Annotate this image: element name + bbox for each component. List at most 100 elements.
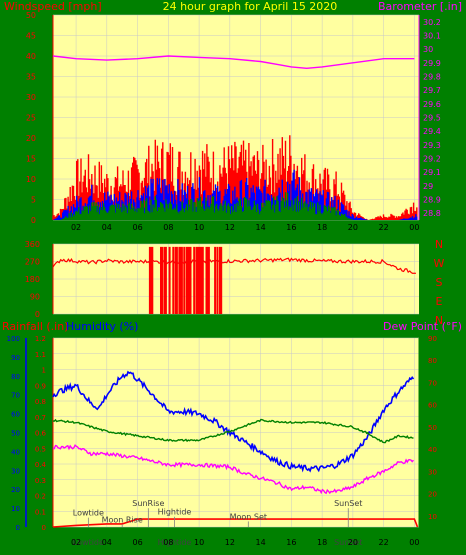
rainfall-tick-label: 1.2 <box>35 335 46 343</box>
wind-direction-variable-band <box>148 246 223 314</box>
direction-tick-label: 360 <box>25 240 40 249</box>
x-tick-label: 04 <box>102 538 112 547</box>
temperature-tick-label: 70 <box>428 379 437 387</box>
humidity-tick-label: 10 <box>11 505 20 513</box>
dewpoint-axis-label: Dew Point (°F) <box>383 320 462 333</box>
barometer-tick-label: 30.2 <box>423 18 441 27</box>
temperature-tick-label: 80 <box>428 357 437 365</box>
humidity-temperature-chart: Rainfall (.in) Humidity (%) Temperature … <box>2 320 462 547</box>
rainfall-axis-label: Rainfall (.in) <box>2 320 69 333</box>
humidity-tick-label: 40 <box>11 448 20 456</box>
humidity-tick-label: 30 <box>11 467 20 475</box>
barometer-tick-label: 29.9 <box>423 59 441 68</box>
barometer-tick-label: 29.1 <box>423 168 441 177</box>
barometer-tick-label: 30.1 <box>423 32 441 41</box>
humidity-tick-label: 0 <box>16 524 20 532</box>
windspeed-tick-label: 15 <box>26 155 36 164</box>
chart-title: 24 hour graph for April 15 2020 <box>163 0 338 13</box>
x-tick-label: 06 <box>132 538 142 547</box>
wind-barometer-chart: 24 hour graph for April 15 2020 Windspee… <box>4 0 462 232</box>
barometer-tick-label: 30 <box>423 45 433 54</box>
rainfall-tick-label: 1 <box>42 367 46 375</box>
temperature-axis-label: Temperature (°F) <box>297 320 392 333</box>
rainfall-tick-label: 0.1 <box>35 508 46 516</box>
event-marker-label: SunSet <box>334 499 362 508</box>
x-tick-label: 02 <box>71 538 81 547</box>
humidity-axis-label: Humidity (%) <box>66 320 138 333</box>
x-tick-label: 06 <box>132 223 142 232</box>
dew-point-series <box>52 444 415 495</box>
x-tick-label: 12 <box>225 538 235 547</box>
barometer-tick-label: 28.9 <box>423 196 441 205</box>
rainfall-tick-label: 0.5 <box>35 445 46 453</box>
barometer-axis-label: Barometer [.in] <box>378 0 462 13</box>
humidity-tick-label: 80 <box>11 373 20 381</box>
rainfall-tick-label: 0.7 <box>35 414 46 422</box>
x-tick-label: 18 <box>317 538 327 547</box>
windspeed-tick-label: 35 <box>26 73 36 82</box>
x-tick-label: 00 <box>409 223 419 232</box>
event-marker-label: Hightide <box>158 508 192 517</box>
temperature-tick-label: 40 <box>428 446 437 454</box>
direction-tick-label: 180 <box>25 275 40 284</box>
barometer-tick-label: 28.8 <box>423 209 441 218</box>
wind-min-series <box>60 192 353 220</box>
barometer-series <box>52 55 415 70</box>
barometer-tick-label: 29.6 <box>423 100 441 109</box>
temperature-tick-label: 90 <box>428 335 437 343</box>
event-marker-label: SunRise <box>132 499 164 508</box>
barometer-tick-label: 29.2 <box>423 155 441 164</box>
temperature-tick-label: 60 <box>428 402 437 410</box>
humidity-tick-label: 50 <box>11 430 20 438</box>
barometer-tick-label: 29.8 <box>423 73 441 82</box>
rainfall-tick-label: 1.1 <box>35 351 46 359</box>
windspeed-tick-label: 45 <box>26 32 36 41</box>
rainfall-tick-label: 0.8 <box>35 398 46 406</box>
temperature-tick-label: 30 <box>428 468 437 476</box>
x-tick-label: 14 <box>256 538 266 547</box>
barometer-tick-label: 29.3 <box>423 141 441 150</box>
windspeed-tick-label: 25 <box>26 114 36 123</box>
windspeed-axis-label: Windspeed [mph] <box>4 0 102 13</box>
wind-direction-series <box>52 257 416 275</box>
x-tick-label: 00 <box>409 538 419 547</box>
windspeed-tick-label: 10 <box>26 175 36 184</box>
x-tick-label: 08 <box>163 538 173 547</box>
direction-tick-label: 0 <box>35 310 40 319</box>
x-tick-label: 02 <box>71 223 81 232</box>
windspeed-tick-label: 30 <box>26 93 36 102</box>
temperature-tick-label: 50 <box>428 424 437 432</box>
windspeed-tick-label: 5 <box>31 196 36 205</box>
direction-tick-label: 90 <box>30 293 40 302</box>
x-tick-label: 20 <box>348 538 358 547</box>
rainfall-tick-label: 0.9 <box>35 382 46 390</box>
event-bottom-label: SunSet <box>334 538 362 547</box>
compass-label: W <box>434 257 445 270</box>
humidity-tick-label: 20 <box>11 486 20 494</box>
event-marker-label: Lowtide <box>73 509 104 518</box>
x-tick-label: 14 <box>256 223 266 232</box>
windspeed-tick-label: 20 <box>26 134 36 143</box>
windspeed-tick-label: 0 <box>31 216 36 225</box>
x-tick-label: 12 <box>225 223 235 232</box>
x-tick-label: 18 <box>317 223 327 232</box>
humidity-tick-label: 70 <box>11 392 20 400</box>
event-bottom-label: Hightide <box>158 538 192 547</box>
humidity-tick-label: 60 <box>11 411 20 419</box>
event-bottom-label: Lowtide <box>73 538 104 547</box>
x-tick-label: 16 <box>286 223 296 232</box>
rainfall-tick-label: 0.6 <box>35 430 47 438</box>
windspeed-tick-label: 40 <box>26 52 36 61</box>
x-tick-label: 22 <box>379 538 389 547</box>
rainfall-tick-label: 0 <box>42 524 46 532</box>
x-tick-label: 22 <box>379 223 389 232</box>
event-marker-label: Moon Set <box>230 512 267 521</box>
x-tick-label: 10 <box>194 538 204 547</box>
compass-label: E <box>436 295 443 308</box>
rainfall-series <box>52 518 419 528</box>
x-tick-label: 04 <box>102 223 112 232</box>
temperature-series <box>52 418 414 444</box>
temperature-tick-label: 10 <box>428 513 437 521</box>
